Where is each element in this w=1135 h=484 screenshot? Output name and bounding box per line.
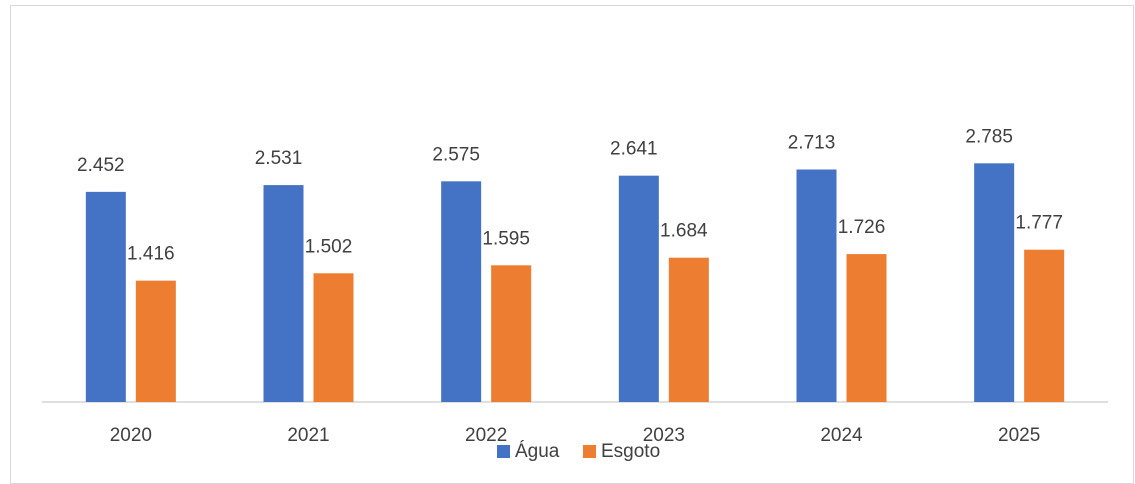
- x-tick-label: 2024: [820, 425, 863, 446]
- data-label: 1.777: [1015, 213, 1063, 234]
- bar: [618, 175, 659, 402]
- data-label: 1.595: [482, 228, 530, 249]
- x-tick-label: 2023: [643, 425, 685, 446]
- bar: [441, 181, 482, 402]
- data-label: 1.684: [660, 221, 708, 242]
- bar: [974, 163, 1015, 402]
- bar: [313, 273, 354, 402]
- bar: [263, 185, 304, 402]
- data-label: 2.641: [610, 139, 658, 160]
- legend-label: Esgoto: [601, 441, 660, 462]
- legend-swatch: [497, 445, 510, 458]
- bar: [668, 257, 709, 402]
- x-tick-label: 2020: [110, 425, 152, 446]
- x-tick-label: 2022: [465, 425, 507, 446]
- data-label: 2.575: [432, 144, 480, 165]
- data-label: 2.452: [77, 155, 125, 176]
- x-tick-label: 2025: [998, 425, 1040, 446]
- data-label: 1.416: [127, 244, 175, 265]
- data-label: 2.785: [965, 126, 1013, 147]
- bar: [135, 280, 176, 402]
- legend-label: Água: [515, 441, 560, 462]
- bar: [796, 169, 837, 402]
- bar: [491, 265, 532, 402]
- data-label: 1.726: [838, 217, 886, 238]
- data-label: 1.502: [305, 236, 353, 257]
- data-label: 2.531: [255, 148, 303, 169]
- data-label: 2.713: [788, 133, 836, 154]
- x-tick-label: 2021: [287, 425, 329, 446]
- chart-frame: [10, 5, 1134, 484]
- legend-swatch: [583, 445, 596, 458]
- bar: [846, 254, 887, 402]
- bar: [1024, 249, 1065, 402]
- bar: [85, 191, 126, 402]
